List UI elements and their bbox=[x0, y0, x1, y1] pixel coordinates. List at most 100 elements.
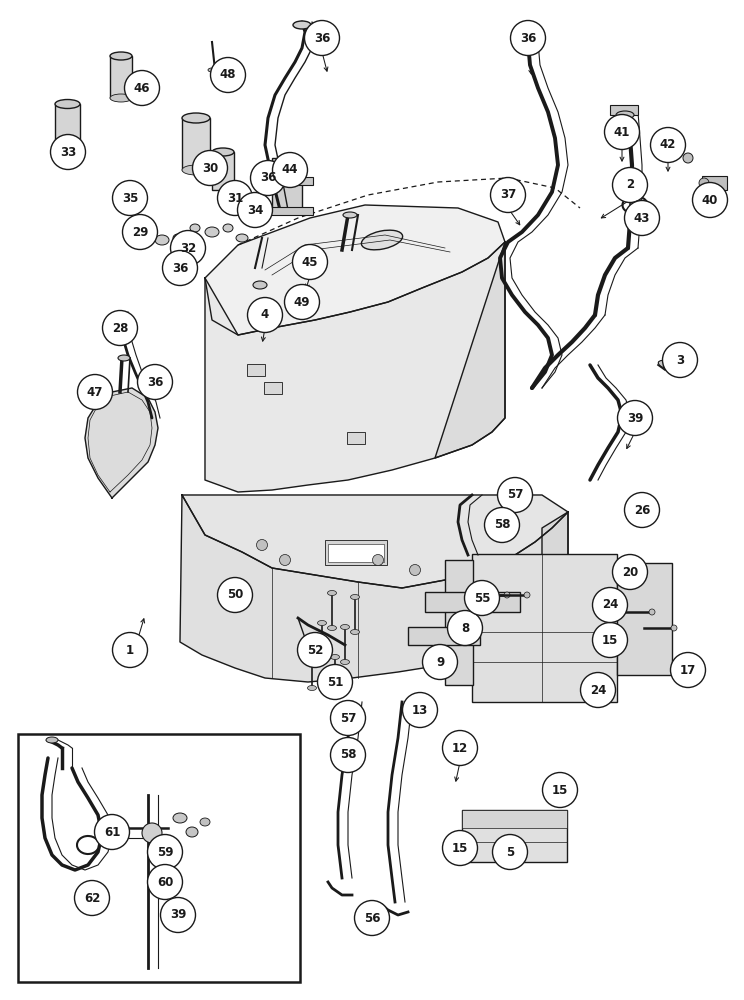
Circle shape bbox=[490, 177, 525, 213]
Circle shape bbox=[257, 540, 268, 550]
Circle shape bbox=[251, 160, 286, 196]
Circle shape bbox=[670, 652, 705, 688]
Text: 46: 46 bbox=[134, 82, 150, 95]
Circle shape bbox=[580, 672, 615, 708]
Circle shape bbox=[403, 692, 437, 728]
Polygon shape bbox=[435, 242, 505, 458]
Circle shape bbox=[123, 215, 158, 249]
Ellipse shape bbox=[658, 360, 678, 370]
Circle shape bbox=[124, 71, 159, 106]
Ellipse shape bbox=[307, 650, 316, 656]
Text: 57: 57 bbox=[507, 488, 523, 502]
Ellipse shape bbox=[182, 113, 210, 123]
Ellipse shape bbox=[212, 148, 234, 156]
Ellipse shape bbox=[46, 737, 58, 743]
Circle shape bbox=[409, 564, 420, 576]
Text: 26: 26 bbox=[634, 503, 650, 516]
Polygon shape bbox=[182, 495, 568, 588]
Text: 43: 43 bbox=[634, 212, 650, 225]
Text: 39: 39 bbox=[170, 908, 186, 922]
Ellipse shape bbox=[110, 52, 132, 60]
Ellipse shape bbox=[200, 818, 210, 826]
Circle shape bbox=[330, 738, 365, 772]
Bar bbox=[347, 432, 365, 444]
Text: 37: 37 bbox=[500, 188, 516, 201]
Bar bbox=[212, 152, 234, 190]
Text: 58: 58 bbox=[340, 748, 356, 762]
Text: 39: 39 bbox=[626, 412, 643, 424]
Circle shape bbox=[330, 700, 365, 736]
Ellipse shape bbox=[182, 165, 210, 175]
Circle shape bbox=[94, 814, 129, 850]
Circle shape bbox=[542, 772, 577, 808]
Circle shape bbox=[292, 244, 327, 279]
Ellipse shape bbox=[616, 111, 634, 119]
Ellipse shape bbox=[110, 94, 132, 102]
Text: 33: 33 bbox=[60, 145, 76, 158]
Circle shape bbox=[112, 180, 147, 216]
Ellipse shape bbox=[350, 630, 359, 635]
Bar bbox=[425, 592, 520, 612]
Ellipse shape bbox=[173, 813, 187, 823]
Text: 36: 36 bbox=[260, 171, 276, 184]
Ellipse shape bbox=[649, 609, 655, 615]
Text: 13: 13 bbox=[412, 704, 428, 716]
Circle shape bbox=[147, 834, 182, 869]
Circle shape bbox=[138, 364, 173, 399]
Bar bbox=[445, 560, 473, 685]
Text: 15: 15 bbox=[452, 842, 468, 854]
Circle shape bbox=[103, 310, 138, 346]
Ellipse shape bbox=[318, 620, 327, 626]
Ellipse shape bbox=[118, 355, 130, 361]
Circle shape bbox=[624, 492, 659, 527]
Bar bbox=[247, 364, 265, 376]
Text: 60: 60 bbox=[157, 876, 173, 888]
Bar bbox=[110, 56, 132, 98]
Circle shape bbox=[373, 554, 383, 565]
Bar bbox=[272, 158, 302, 210]
Ellipse shape bbox=[699, 178, 709, 188]
Text: 50: 50 bbox=[227, 588, 243, 601]
Ellipse shape bbox=[330, 654, 339, 660]
Circle shape bbox=[142, 823, 162, 843]
Circle shape bbox=[272, 152, 307, 188]
Text: 15: 15 bbox=[552, 784, 568, 796]
Circle shape bbox=[77, 374, 112, 410]
Bar bbox=[462, 810, 567, 828]
Text: 28: 28 bbox=[112, 322, 128, 334]
Circle shape bbox=[592, 622, 627, 658]
Ellipse shape bbox=[253, 281, 267, 289]
Bar bbox=[268, 177, 313, 185]
Text: 55: 55 bbox=[474, 592, 490, 604]
Ellipse shape bbox=[307, 686, 316, 690]
Ellipse shape bbox=[223, 224, 233, 232]
FancyBboxPatch shape bbox=[472, 554, 617, 702]
Circle shape bbox=[297, 303, 307, 313]
Bar bbox=[18, 734, 300, 982]
Text: 15: 15 bbox=[602, 634, 618, 647]
Circle shape bbox=[498, 478, 533, 512]
Text: 5: 5 bbox=[506, 846, 514, 858]
Polygon shape bbox=[542, 512, 568, 628]
Circle shape bbox=[298, 633, 333, 668]
Circle shape bbox=[612, 167, 647, 202]
Ellipse shape bbox=[155, 235, 169, 245]
Bar bbox=[55, 104, 80, 152]
Circle shape bbox=[284, 284, 319, 320]
Text: 30: 30 bbox=[202, 161, 218, 174]
Circle shape bbox=[162, 250, 197, 286]
Bar bbox=[408, 627, 480, 645]
Text: 32: 32 bbox=[180, 241, 196, 254]
Text: 31: 31 bbox=[227, 192, 243, 205]
Ellipse shape bbox=[666, 147, 678, 157]
Text: 36: 36 bbox=[314, 32, 330, 45]
Bar bbox=[702, 176, 727, 190]
Text: 45: 45 bbox=[302, 255, 318, 268]
Bar bbox=[268, 207, 313, 215]
Ellipse shape bbox=[55, 99, 80, 108]
Ellipse shape bbox=[327, 626, 336, 631]
Text: 1: 1 bbox=[126, 644, 134, 656]
Text: 20: 20 bbox=[622, 566, 638, 578]
Text: 2: 2 bbox=[626, 178, 634, 192]
Circle shape bbox=[193, 150, 228, 186]
